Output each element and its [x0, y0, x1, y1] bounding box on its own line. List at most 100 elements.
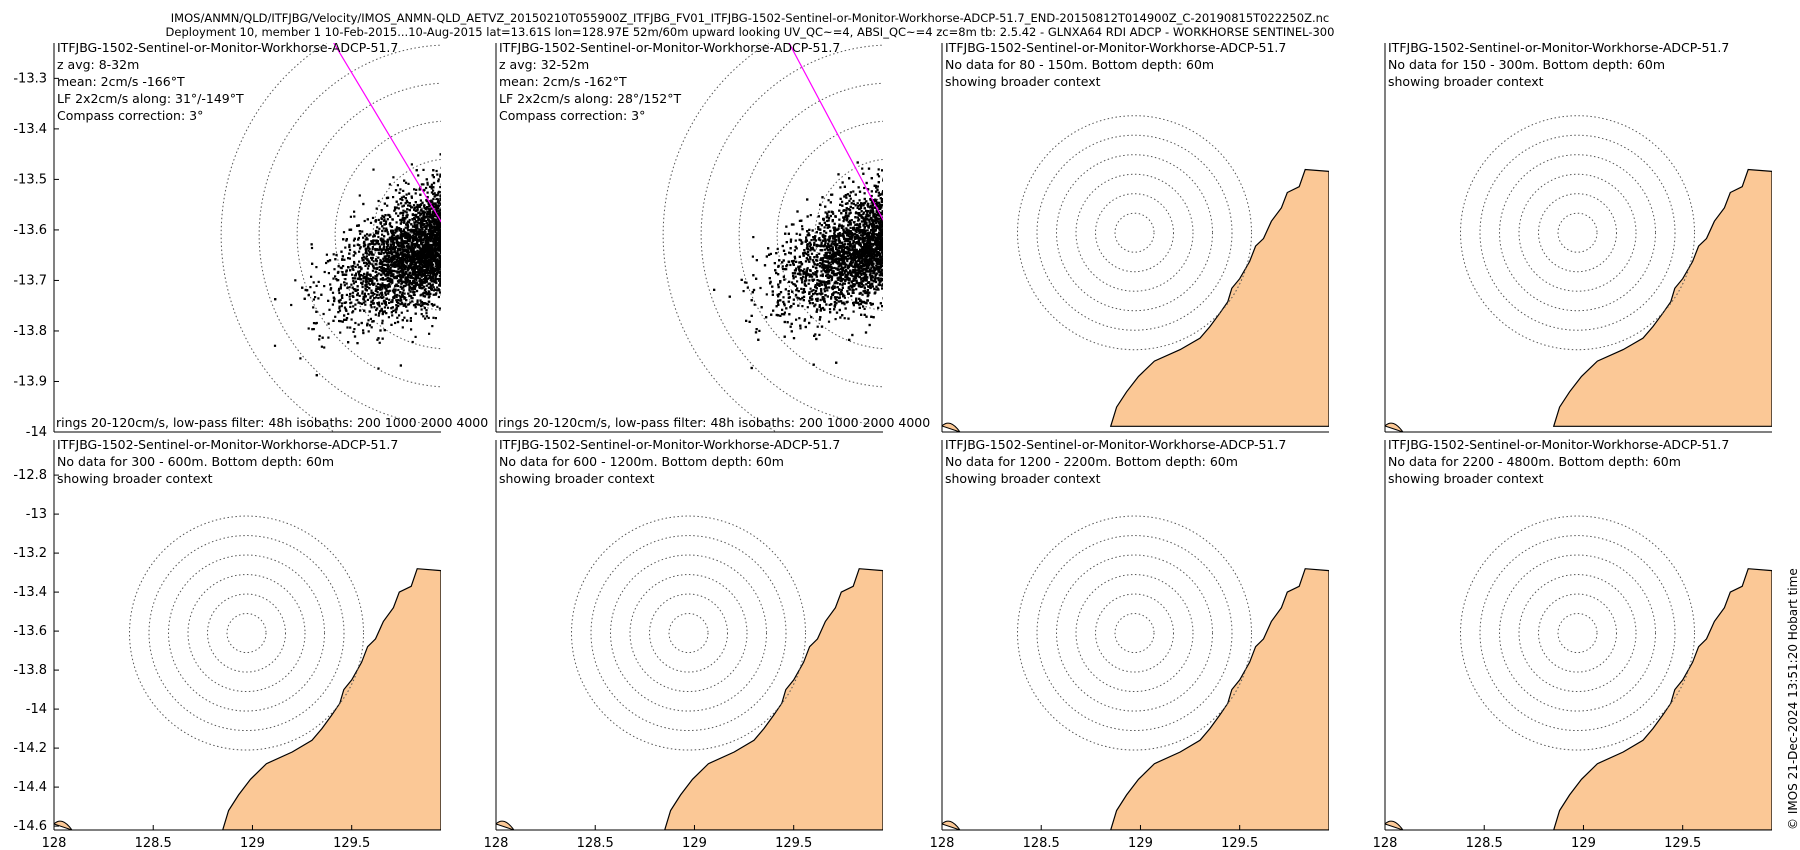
scatter-point: [456, 215, 458, 217]
scatter-point: [430, 265, 433, 268]
scatter-point: [459, 257, 461, 259]
scatter-point: [475, 223, 477, 225]
scatter-point: [466, 201, 468, 203]
scatter-point: [454, 256, 456, 258]
scatter-point: [443, 227, 445, 229]
scatter-point: [527, 224, 529, 226]
scatter-point: [497, 198, 499, 200]
scatter-point: [456, 200, 458, 202]
scatter-point: [492, 198, 494, 200]
scatter-point: [443, 222, 445, 224]
scatter-point: [465, 212, 467, 214]
scatter-point: [489, 205, 491, 207]
scatter-point: [478, 235, 480, 237]
scatter-point: [471, 226, 473, 228]
scatter-point: [442, 288, 444, 290]
scatter-point: [461, 251, 463, 253]
scatter-point: [459, 249, 461, 251]
scatter-point: [405, 283, 408, 286]
scatter-point: [473, 179, 475, 181]
scatter-point: [378, 245, 382, 248]
scatter-point: [513, 203, 515, 205]
scatter-point: [503, 200, 505, 202]
scatter-point: [584, 143, 586, 145]
scatter-point: [393, 261, 397, 264]
scatter-point: [508, 199, 510, 201]
scatter-point: [488, 179, 490, 181]
scatter-point: [447, 211, 449, 213]
scatter-point: [431, 325, 434, 328]
scatter-point: [484, 211, 486, 213]
scatter-point: [448, 248, 450, 250]
scatter-point: [440, 192, 441, 195]
scatter-point: [443, 217, 445, 219]
scatter-point: [481, 245, 483, 247]
scatter-point: [447, 260, 449, 262]
scatter-point: [492, 207, 494, 209]
scatter-point: [447, 263, 449, 265]
scatter-point: [529, 176, 531, 178]
scatter-point: [474, 220, 476, 222]
scatter-point: [450, 214, 452, 216]
scatter-point: [440, 262, 441, 265]
scatter-point: [462, 213, 464, 215]
scatter-point: [444, 211, 446, 213]
scatter-point: [454, 233, 456, 235]
scatter-point: [473, 247, 475, 249]
scatter-point: [512, 215, 514, 217]
scatter-point: [519, 246, 521, 248]
scatter-point: [447, 230, 449, 232]
scatter-point: [381, 233, 384, 236]
scatter-point: [492, 222, 494, 224]
scatter-point: [489, 219, 491, 221]
scatter-point: [506, 202, 508, 204]
scatter-point: [395, 212, 398, 215]
scatter-point: [501, 219, 503, 221]
scatter-point: [367, 293, 370, 296]
scatter-point: [478, 235, 480, 237]
scatter-point: [481, 233, 483, 235]
scatter-point: [345, 318, 348, 321]
scatter-point: [488, 225, 490, 227]
scatter-point: [467, 152, 469, 154]
scatter-point: [443, 269, 445, 271]
scatter-point: [451, 285, 453, 287]
scatter-point: [458, 207, 460, 209]
scatter-point: [448, 210, 450, 212]
scatter-point: [497, 166, 499, 168]
scatter-point: [487, 191, 489, 193]
scatter-point: [455, 248, 457, 250]
scatter-point: [450, 271, 452, 273]
scatter-point: [449, 276, 451, 278]
scatter-point: [443, 190, 445, 192]
scatter-point: [454, 199, 456, 201]
scatter-point: [521, 253, 523, 255]
scatter-point: [448, 262, 450, 264]
scatter-point: [517, 195, 519, 197]
scatter-point: [340, 294, 343, 297]
scatter-point: [471, 243, 473, 245]
scatter-point: [460, 251, 462, 253]
scatter-point: [443, 268, 445, 270]
scatter-point: [452, 241, 454, 243]
scatter-point: [457, 235, 459, 237]
scatter-point: [373, 233, 376, 236]
scatter-point: [463, 226, 465, 228]
scatter-point: [588, 200, 590, 202]
scatter-point: [447, 287, 449, 289]
scatter-point: [508, 154, 510, 156]
scatter-point: [520, 236, 522, 238]
scatter-point: [505, 205, 507, 207]
scatter-point: [461, 198, 463, 200]
scatter-point: [446, 242, 448, 244]
scatter-point: [464, 211, 466, 213]
scatter-point: [488, 227, 490, 229]
scatter-point: [498, 232, 500, 234]
scatter-point: [454, 245, 456, 247]
scatter-point: [472, 236, 474, 238]
scatter-point: [462, 257, 464, 259]
scatter-point: [515, 185, 517, 187]
scatter-point: [363, 261, 366, 265]
scatter-point: [534, 233, 536, 235]
scatter-point: [492, 210, 494, 212]
